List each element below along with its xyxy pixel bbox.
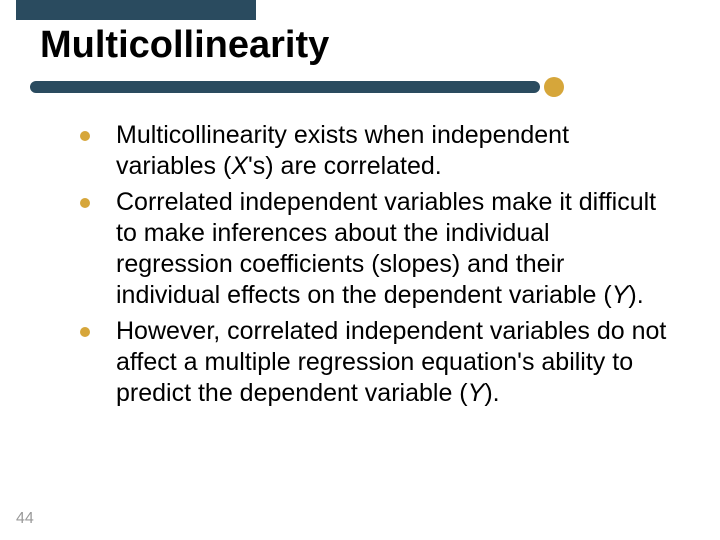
bullet-list: Multicollinearity exists when independen…: [80, 120, 670, 409]
text-segment: 's) are correlated.: [248, 152, 442, 180]
title-area: Multicollinearity: [40, 24, 680, 97]
page-number: 44: [16, 510, 34, 528]
text-segment: ).: [484, 379, 499, 407]
bullet-text: However, correlated independent variable…: [116, 316, 670, 410]
list-item: Correlated independent variables make it…: [80, 187, 670, 312]
text-segment: ).: [628, 281, 643, 309]
underline-dot-icon: [544, 77, 564, 97]
italic-variable: X: [231, 152, 248, 180]
italic-variable: Y: [468, 379, 485, 407]
bullet-icon: [80, 198, 90, 208]
underline-bar: [30, 81, 540, 93]
list-item: Multicollinearity exists when independen…: [80, 120, 670, 183]
list-item: However, correlated independent variable…: [80, 316, 670, 410]
bullet-icon: [80, 131, 90, 141]
bullet-text: Correlated independent variables make it…: [116, 187, 670, 312]
slide-title: Multicollinearity: [40, 24, 680, 67]
italic-variable: Y: [612, 281, 629, 309]
content-area: Multicollinearity exists when independen…: [80, 120, 670, 413]
title-underline: [40, 73, 680, 97]
bullet-text: Multicollinearity exists when independen…: [116, 120, 670, 183]
top-accent-bar: [16, 0, 256, 20]
text-segment: Correlated independent variables make it…: [116, 188, 656, 310]
bullet-icon: [80, 327, 90, 337]
text-segment: However, correlated independent variable…: [116, 317, 666, 408]
